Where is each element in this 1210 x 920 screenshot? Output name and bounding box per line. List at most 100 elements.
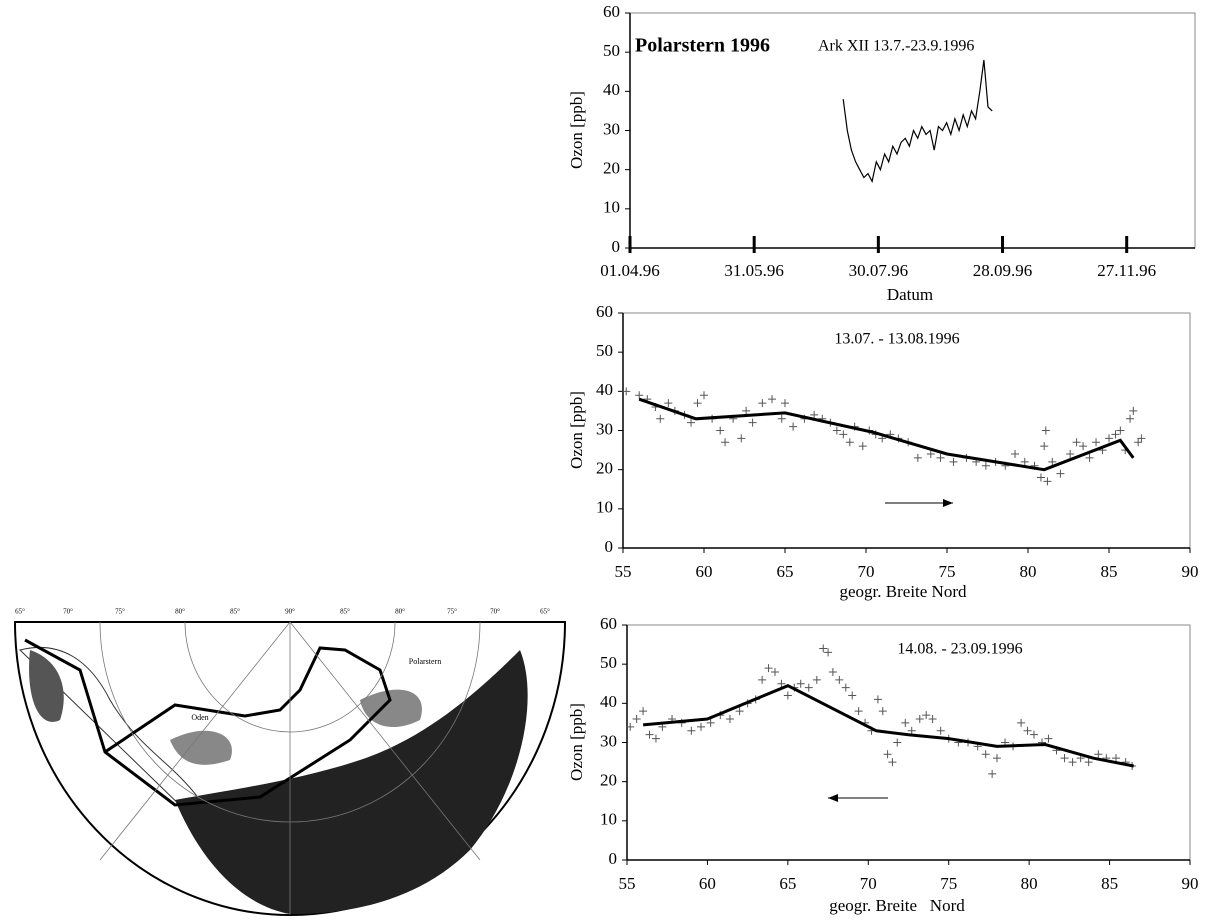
y-tick-label: 10 <box>600 810 617 829</box>
data-point <box>848 691 857 700</box>
y-tick-label: 30 <box>596 419 613 438</box>
data-point <box>1023 726 1032 735</box>
data-point <box>1040 442 1049 451</box>
data-point <box>913 453 922 462</box>
data-point <box>758 399 767 408</box>
chart-title: Polarstern 1996 <box>635 35 770 57</box>
data-point <box>632 715 641 723</box>
y-tick-label: 60 <box>596 302 613 321</box>
map-label: 80° <box>175 608 185 616</box>
x-tick-label: 85 <box>1101 874 1118 893</box>
map-label: 75° <box>115 608 125 616</box>
y-tick-label: 0 <box>612 237 621 256</box>
data-point <box>1129 406 1138 415</box>
data-point <box>725 715 734 723</box>
data-point <box>828 668 837 676</box>
data-point <box>1126 414 1135 423</box>
map-land <box>29 650 64 722</box>
y-tick-label: 10 <box>596 498 613 517</box>
data-point <box>988 769 997 778</box>
x-tick-label: 55 <box>619 874 636 893</box>
map-label: Oden <box>191 713 208 722</box>
data-point <box>626 722 635 731</box>
data-point <box>693 399 702 408</box>
data-point <box>1092 438 1101 447</box>
data-point <box>1056 469 1065 478</box>
x-tick-label: 31.05.96 <box>724 261 784 280</box>
x-tick-label: 60 <box>699 874 716 893</box>
data-point <box>845 438 854 447</box>
y-tick-label: 40 <box>600 692 617 711</box>
data-point <box>777 414 786 423</box>
data-point <box>789 422 798 431</box>
y-axis-label: Ozon [ppb] <box>567 91 586 169</box>
x-tick-label: 80 <box>1020 562 1037 581</box>
data-point <box>926 450 935 458</box>
y-tick-label: 20 <box>603 159 620 178</box>
data-point <box>768 395 777 404</box>
data-point <box>700 391 708 400</box>
x-tick-label: 75 <box>939 562 956 581</box>
data-point <box>696 722 705 731</box>
data-point <box>1079 442 1088 451</box>
map-island <box>170 730 232 765</box>
data-point <box>915 715 924 723</box>
y-axis-label: Ozon [ppb] <box>567 391 586 469</box>
x-axis-label: Datum <box>887 285 933 304</box>
data-point <box>706 718 715 727</box>
data-point <box>716 426 725 435</box>
data-point <box>804 683 813 692</box>
data-point <box>735 707 744 716</box>
x-tick-label: 28.09.96 <box>973 261 1033 280</box>
data-point <box>1072 438 1081 447</box>
map-label: 85° <box>340 608 350 616</box>
data-point <box>1011 450 1020 458</box>
x-tick-label: 01.04.96 <box>600 261 660 280</box>
data-point <box>841 683 850 692</box>
data-point <box>622 387 631 396</box>
direction-arrowhead <box>828 794 838 802</box>
chart-title: 13.07. - 13.08.1996 <box>834 331 959 348</box>
data-point <box>824 648 833 657</box>
data-point <box>1137 434 1146 443</box>
data-point <box>1068 758 1077 767</box>
data-point <box>1044 734 1053 743</box>
data-point <box>1111 430 1120 439</box>
map-label: Polarstern <box>409 657 441 666</box>
data-point <box>873 695 882 704</box>
data-point <box>796 679 805 688</box>
data-point <box>1105 434 1113 443</box>
y-tick-label: 40 <box>603 80 620 99</box>
map-graticule <box>99 621 481 915</box>
y-tick-label: 50 <box>600 653 617 672</box>
y-tick-label: 0 <box>605 537 614 556</box>
data-point <box>764 664 773 673</box>
data-point <box>1020 457 1029 466</box>
data-point <box>839 430 848 439</box>
map-island <box>360 689 422 728</box>
y-tick-label: 30 <box>603 119 620 138</box>
x-tick-label: 30.07.96 <box>849 261 909 280</box>
data-point <box>1029 730 1038 739</box>
data-point <box>781 399 789 408</box>
data-point <box>893 738 902 747</box>
data-point <box>1085 453 1094 462</box>
plot-frame <box>626 624 1191 861</box>
data-point <box>1116 426 1125 435</box>
data-point <box>656 414 665 423</box>
chart-subtitle: Ark XII 13.7.-23.9.1996 <box>818 38 974 55</box>
data-point <box>742 406 751 415</box>
data-point <box>981 461 990 470</box>
data-point <box>981 750 990 759</box>
data-point <box>645 730 654 739</box>
data-point <box>1048 457 1057 466</box>
data-point <box>1066 450 1075 458</box>
y-tick-label: 20 <box>596 459 613 478</box>
x-tick-label: 90 <box>1182 562 1199 581</box>
y-tick-label: 50 <box>603 41 620 60</box>
x-tick-label: 65 <box>779 874 796 893</box>
x-tick-label: 85 <box>1101 562 1118 581</box>
mean-line <box>642 684 1134 768</box>
ship-route <box>24 638 392 807</box>
